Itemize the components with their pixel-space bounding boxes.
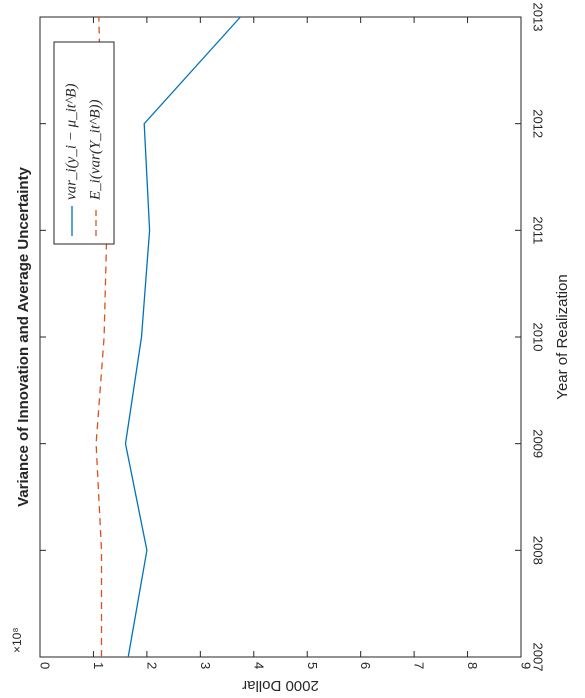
value-tick-label: 2 — [144, 662, 159, 669]
series-line-1 — [124, 16, 241, 658]
y-multiplier-label: ×10⁸ — [10, 628, 24, 653]
legend-label-1: var_i(y_i − μ_it^B) — [63, 84, 79, 200]
value-tick-label: 3 — [198, 662, 213, 669]
value-tick-label: 8 — [465, 662, 480, 669]
plot-box — [39, 16, 522, 658]
value-tick-label: 7 — [412, 662, 427, 669]
year-tick-label: 2012 — [531, 109, 546, 138]
legend-label-2: E_i(var(Y_it^B)) — [87, 100, 103, 201]
year-tick-label: 2011 — [531, 216, 546, 244]
value-tick-label: 5 — [305, 662, 320, 669]
year-tick-label: 2013 — [531, 3, 546, 32]
year-tick-label: 2009 — [531, 429, 546, 458]
legend-group: var_i(y_i − μ_it^B) E_i(var(Y_it^B)) — [53, 41, 115, 245]
year-tick-label: 2010 — [531, 323, 546, 352]
legend-box — [53, 41, 115, 245]
value-tick-label: 0 — [38, 662, 53, 669]
chart-title: Variance of Innovation and Average Uncer… — [15, 166, 32, 506]
axes-group — [39, 16, 522, 658]
y-axis-label: 2000 Dollar — [242, 677, 319, 694]
value-tick-label: 6 — [358, 662, 373, 669]
value-tick-label: 9 — [519, 662, 534, 669]
value-tick-label: 1 — [91, 662, 106, 669]
year-tick-label: 2008 — [531, 536, 546, 565]
value-tick-label: 4 — [251, 662, 266, 669]
year-tick-label: 2007 — [531, 643, 546, 672]
x-axis-label: Year of Realization — [554, 274, 571, 399]
